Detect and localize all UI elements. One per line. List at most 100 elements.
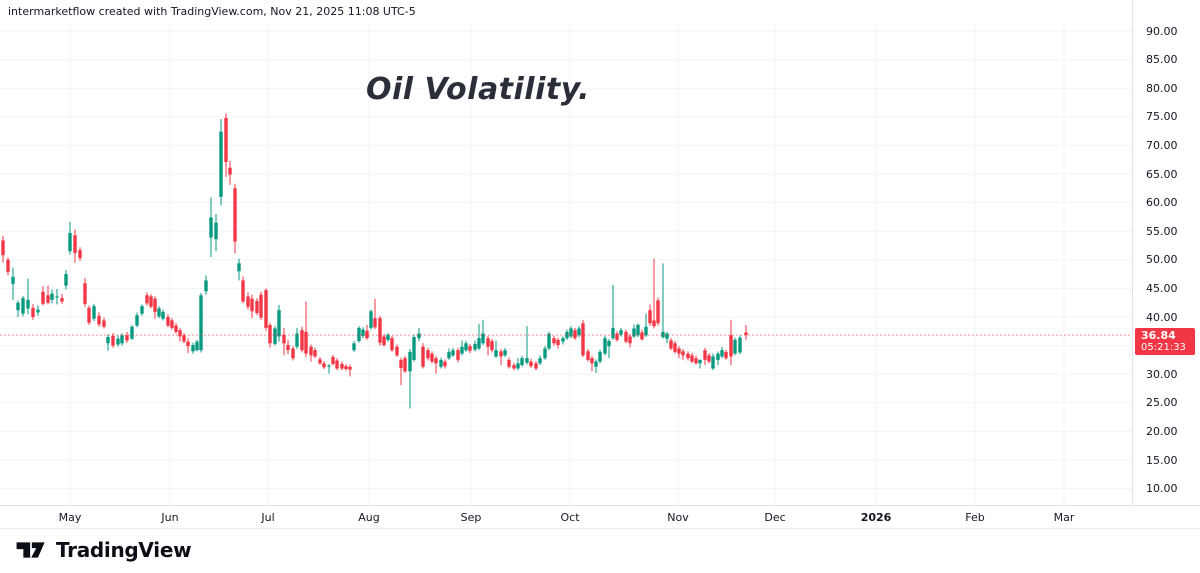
candle-body <box>724 351 728 359</box>
candle-body <box>153 298 157 312</box>
candle-body <box>716 353 720 360</box>
candle-body <box>178 330 182 337</box>
candle-body <box>673 343 677 352</box>
candle-body <box>390 338 394 351</box>
tradingview-logo[interactable]: TradingView <box>14 534 192 566</box>
candle-body <box>534 363 538 369</box>
candle-body <box>233 188 237 242</box>
candle-body <box>543 348 547 359</box>
price-tick-label: 65.00 <box>1146 167 1178 181</box>
candle-body <box>711 356 715 369</box>
candle-body <box>36 309 40 313</box>
candle-body <box>499 351 503 357</box>
candle-body <box>73 235 77 253</box>
candle-body <box>277 310 281 337</box>
candle-body <box>507 359 511 367</box>
candle-body <box>209 217 213 238</box>
candle-body <box>286 345 290 351</box>
candle-body <box>598 351 602 362</box>
candle-body <box>573 330 577 339</box>
time-axis[interactable]: May Jun Jul Aug Sep Oct Nov Dec 2026 Feb Mar <box>0 505 1200 529</box>
candle-body <box>421 346 425 367</box>
candle-body <box>412 337 416 360</box>
candle-body <box>102 320 106 327</box>
candle-body <box>451 350 455 356</box>
candle-body <box>309 346 313 356</box>
candlestick-chart[interactable] <box>0 0 1132 505</box>
candle-body <box>447 351 451 359</box>
candle-body <box>694 358 698 364</box>
time-axis-label: Jun <box>161 511 179 524</box>
candle-body <box>547 333 551 349</box>
candle-body <box>78 250 82 259</box>
candle-body <box>720 350 724 357</box>
time-axis-label: 2026 <box>860 511 892 524</box>
price-axis[interactable]: 90.00 85.00 80.00 75.00 70.00 65.00 60.00 55.00… <box>1132 0 1200 529</box>
candle-body <box>60 298 64 302</box>
candle-body <box>182 335 186 342</box>
candle-body <box>607 341 611 347</box>
candle-body <box>443 361 447 367</box>
time-axis-label: May <box>58 511 82 524</box>
candle-body <box>615 333 619 340</box>
candle-body <box>594 361 598 367</box>
candle-body <box>348 366 352 370</box>
candle-body <box>648 310 652 324</box>
candle-body <box>494 350 498 357</box>
candle-body <box>628 336 632 344</box>
candle-body <box>250 298 254 312</box>
candle-body <box>395 346 399 356</box>
candle-body <box>64 274 68 286</box>
candle-body <box>125 335 129 341</box>
candle-body <box>106 337 110 344</box>
candle-body <box>603 338 607 354</box>
current-price-value: 36.84 <box>1141 329 1176 343</box>
candle-body <box>373 318 377 328</box>
candle-body <box>352 343 356 351</box>
candle-body <box>331 357 335 364</box>
price-tick-label: 20.00 <box>1146 424 1178 438</box>
candle-body <box>733 339 737 354</box>
candle-body <box>259 294 263 318</box>
candle-body <box>656 300 660 324</box>
candle-body <box>636 325 640 336</box>
candle-body <box>83 283 87 304</box>
candle-body <box>611 327 615 339</box>
candle-body <box>644 326 648 336</box>
time-axis-label: Mar <box>1053 511 1075 524</box>
candle-body <box>199 295 203 351</box>
candle-body <box>640 332 644 340</box>
candle-body <box>661 331 665 338</box>
candle-body <box>318 359 322 364</box>
time-axis-label: Oct <box>560 511 580 524</box>
candle-body <box>386 334 390 340</box>
candle-body <box>16 302 20 311</box>
candle-body <box>707 355 711 362</box>
candle-body <box>490 341 494 351</box>
price-tick-label: 45.00 <box>1146 281 1178 295</box>
candle-body <box>145 295 149 304</box>
candle-body <box>304 331 308 354</box>
candle-body <box>1 240 5 256</box>
candle-body <box>41 291 45 304</box>
candle-body <box>157 308 161 317</box>
candle-body <box>744 332 748 336</box>
candle-body <box>426 350 430 359</box>
candle-body <box>246 296 250 307</box>
tradingview-logo-icon <box>16 542 45 558</box>
candle-body <box>378 318 382 343</box>
candle-body <box>31 307 35 317</box>
candle-body <box>738 337 742 353</box>
candle-body <box>503 350 507 356</box>
candle-body <box>50 293 54 300</box>
candle-body <box>669 340 673 349</box>
candle-body <box>219 131 223 197</box>
time-axis-label: Sep <box>460 511 482 524</box>
candle-body <box>204 280 208 292</box>
candle-body <box>264 290 268 328</box>
candle-body <box>525 358 529 363</box>
candle-body <box>191 345 195 352</box>
candle-body <box>624 331 628 342</box>
chart-attribution: intermarketflow created with TradingView… <box>8 5 416 18</box>
candle-body <box>565 331 569 339</box>
